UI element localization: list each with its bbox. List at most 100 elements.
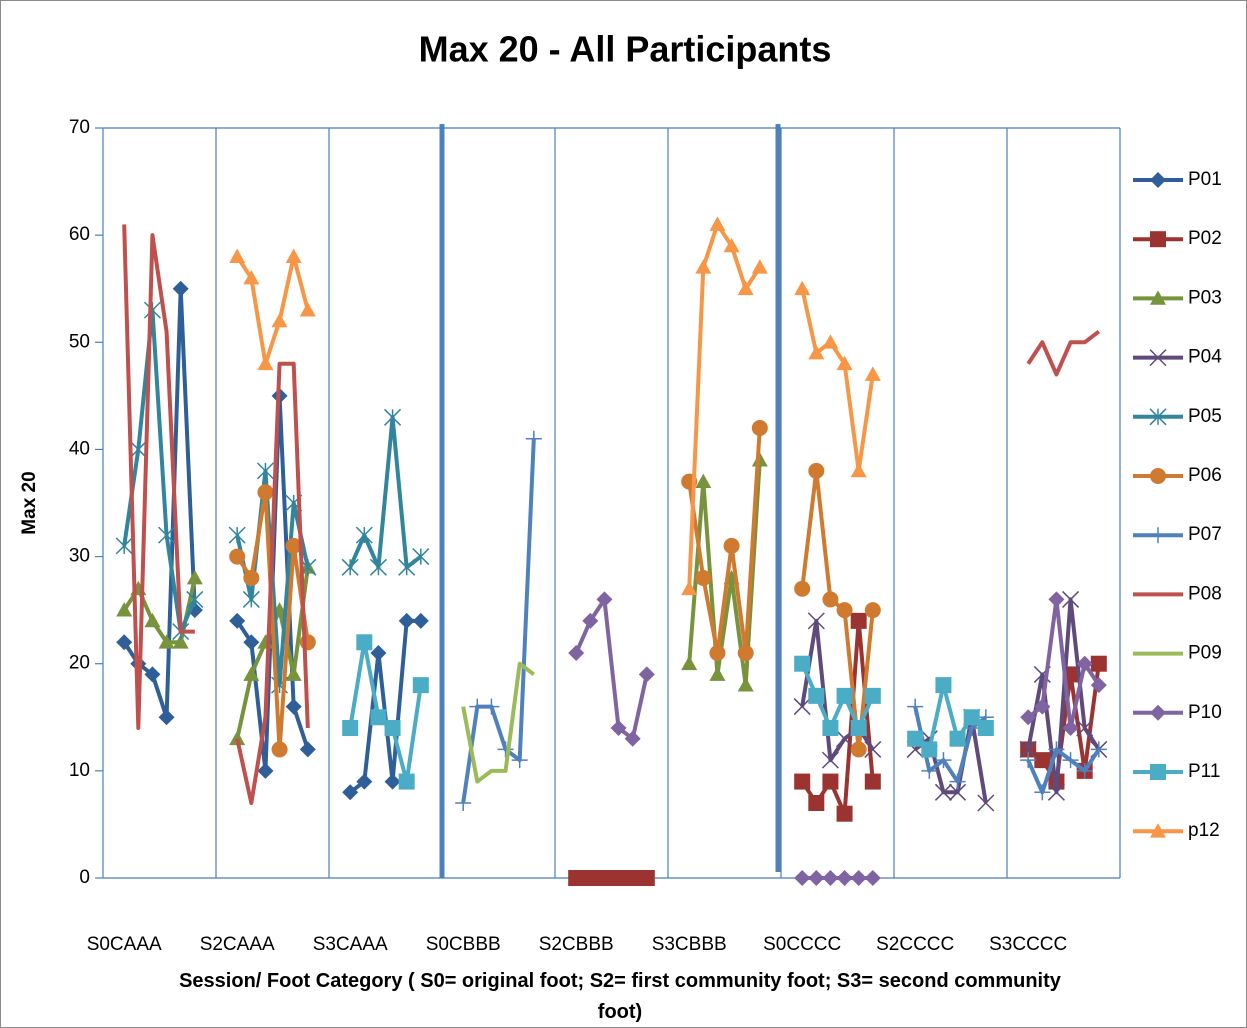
marker	[850, 741, 867, 758]
marker	[864, 740, 882, 758]
legend-marker	[1150, 172, 1166, 188]
marker	[836, 355, 853, 371]
marker	[850, 462, 867, 478]
marker	[355, 526, 373, 544]
marker	[582, 612, 599, 629]
marker	[935, 677, 952, 694]
marker	[568, 645, 585, 661]
marker	[794, 870, 811, 886]
marker	[129, 440, 147, 458]
marker	[808, 870, 825, 886]
marker	[638, 870, 655, 886]
marker	[681, 655, 698, 671]
marker	[808, 462, 825, 479]
marker	[1090, 741, 1107, 758]
marker	[751, 420, 768, 436]
marker	[370, 709, 387, 726]
marker	[172, 280, 189, 297]
legend-marker	[1150, 764, 1166, 780]
marker	[1034, 784, 1051, 801]
marker	[299, 634, 316, 651]
marker	[737, 280, 754, 296]
marker	[158, 709, 175, 726]
marker	[794, 580, 811, 597]
legend-label: P06	[1188, 465, 1222, 486]
marker	[271, 741, 288, 758]
marker	[243, 270, 260, 285]
x-tick-label: S2CAAA	[200, 934, 275, 955]
marker	[285, 698, 302, 715]
marker	[836, 870, 853, 886]
legend-label: P09	[1188, 643, 1222, 664]
marker	[821, 751, 839, 769]
x-tick-label: S0CCCC	[763, 934, 841, 955]
legend-label: P05	[1188, 406, 1222, 427]
marker	[723, 237, 740, 253]
y-tick-label: 30	[69, 546, 90, 567]
marker	[285, 666, 302, 681]
marker	[836, 730, 854, 748]
marker	[751, 259, 768, 274]
legend-marker	[1150, 468, 1166, 484]
marker	[808, 687, 825, 704]
series-line	[461, 438, 1101, 804]
legend-label: P02	[1188, 228, 1222, 249]
marker	[172, 634, 189, 649]
legend-marker	[1150, 231, 1166, 248]
marker	[1048, 741, 1065, 758]
y-tick-label: 70	[69, 117, 90, 138]
y-tick-label: 10	[69, 760, 90, 781]
marker	[115, 537, 133, 555]
marker	[1062, 720, 1079, 736]
marker	[709, 666, 726, 681]
marker	[299, 741, 316, 758]
marker	[144, 612, 161, 628]
marker	[398, 773, 415, 790]
marker	[370, 645, 387, 661]
legend-label: P08	[1188, 583, 1222, 604]
marker	[822, 591, 839, 608]
marker	[158, 634, 175, 649]
marker	[808, 795, 825, 811]
series-line	[122, 224, 1101, 805]
legend-marker	[1149, 349, 1167, 367]
marker	[695, 259, 712, 274]
marker	[116, 602, 133, 617]
legend-label: P04	[1188, 347, 1222, 368]
marker	[1020, 709, 1037, 726]
marker	[369, 558, 387, 576]
marker	[1034, 698, 1051, 715]
marker	[568, 870, 585, 886]
marker	[1076, 655, 1093, 672]
marker	[229, 548, 246, 565]
marker	[525, 430, 542, 447]
marker	[737, 677, 754, 692]
legend-marker	[1149, 408, 1167, 426]
marker	[186, 570, 203, 585]
marker	[624, 730, 641, 747]
marker	[822, 334, 839, 349]
marker	[949, 730, 966, 747]
marker	[850, 870, 867, 886]
x-tick-label: S3CAAA	[313, 934, 388, 955]
x-tick-label: S0CBBB	[426, 934, 501, 955]
marker	[807, 612, 825, 630]
marker	[257, 484, 274, 501]
marker	[384, 408, 402, 426]
marker	[257, 355, 274, 371]
marker	[1076, 719, 1094, 737]
marker	[794, 280, 811, 296]
marker	[638, 666, 655, 683]
marker	[285, 537, 302, 554]
marker	[497, 741, 514, 758]
marker	[342, 720, 359, 736]
y-tick-label: 0	[79, 867, 90, 888]
marker	[582, 870, 599, 886]
marker	[229, 730, 246, 746]
legend-label: P01	[1188, 169, 1222, 190]
marker	[271, 312, 288, 328]
marker	[864, 366, 881, 381]
marker	[864, 687, 881, 704]
